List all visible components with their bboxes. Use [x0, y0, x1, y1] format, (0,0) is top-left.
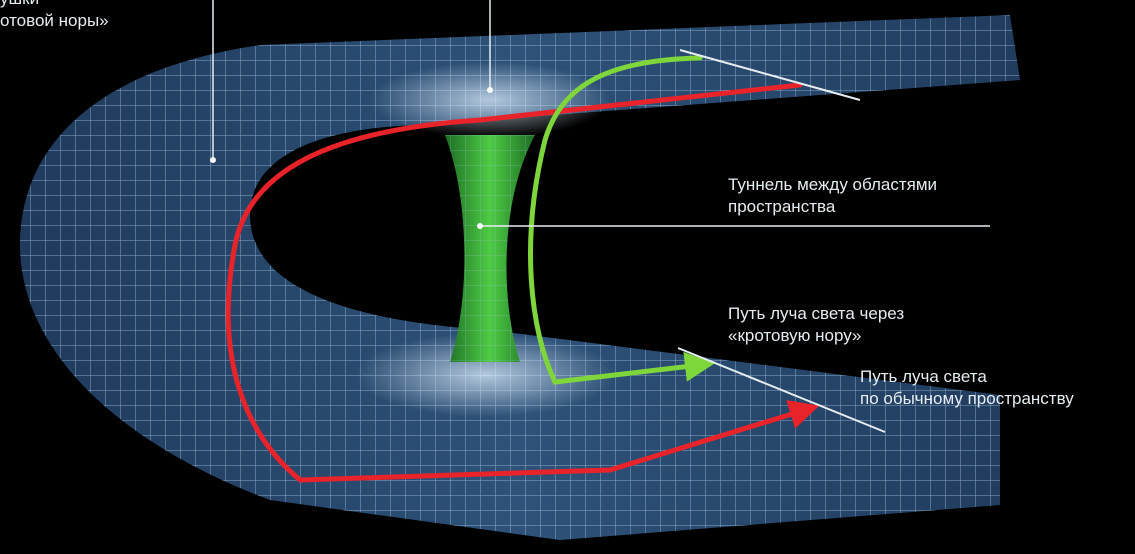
- label-tunnel-line2: пространства: [728, 197, 836, 216]
- green-light-path: [528, 55, 715, 385]
- folded-space-sheet: [20, 15, 1020, 540]
- label-wormhole-path-line2: «кротовую нору»: [728, 326, 862, 345]
- wormhole-tunnel: [445, 135, 535, 362]
- label-top-left-line1: ушки: [0, 0, 109, 10]
- label-tunnel: Туннель между областями пространства: [728, 174, 937, 218]
- leader-dot-throat: [487, 87, 493, 93]
- label-normal-path: Путь луча света по обычному пространству: [860, 366, 1074, 410]
- leader-dot-top-left: [210, 157, 216, 163]
- top-end-marker: [679, 49, 861, 101]
- label-top-left-line2: отовой норы»: [0, 11, 109, 30]
- label-wormhole-path-line1: Путь луча света через: [728, 304, 905, 323]
- bottom-end-marker: [677, 347, 886, 433]
- label-normal-path-line1: Путь луча света: [860, 367, 987, 386]
- label-tunnel-line1: Туннель между областями: [728, 175, 938, 194]
- red-light-path: [225, 82, 820, 483]
- label-normal-path-line2: по обычному пространству: [860, 389, 1074, 408]
- leader-dot-tunnel: [477, 223, 483, 229]
- label-top-left: ушки отовой норы»: [0, 0, 109, 32]
- label-wormhole-path: Путь луча света через «кротовую нору»: [728, 303, 904, 347]
